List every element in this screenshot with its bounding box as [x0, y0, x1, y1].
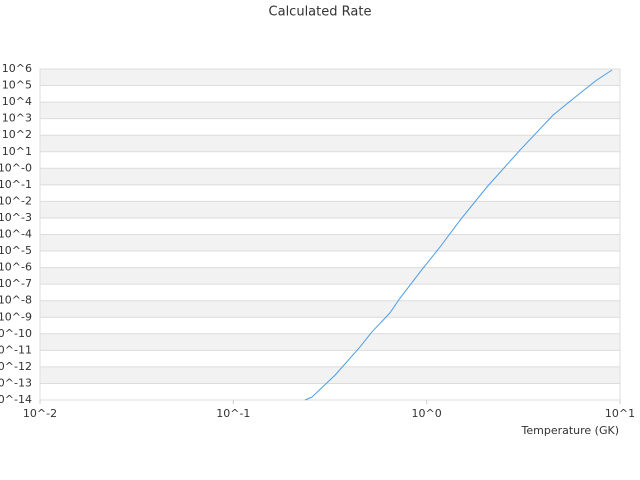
x-tick-label: 10^-1 [216, 407, 250, 420]
y-tick-label: 10^2 [2, 128, 32, 141]
y-tick-label: 10^-2 [0, 194, 32, 207]
x-axis-label: Temperature (GK) [521, 424, 620, 437]
y-tick-label: 10^3 [2, 112, 32, 125]
plot-frame [39, 68, 621, 401]
y-tick-label: 10^-0 [0, 161, 32, 174]
y-tick-label: 10^-4 [0, 228, 32, 241]
y-tick-label: 10^-12 [0, 360, 32, 373]
grid-band [40, 69, 620, 86]
y-tick-label: 10^-5 [0, 244, 32, 257]
grid-band [40, 300, 620, 318]
y-tick-label: 10^-10 [0, 327, 32, 340]
y-tick-label: 10^1 [2, 145, 32, 158]
grid-band [40, 234, 620, 252]
y-tick-label: 10^-13 [0, 376, 32, 389]
data-line [304, 69, 613, 401]
x-tick-label: 10^1 [605, 407, 635, 420]
y-tick-label: 10^-7 [0, 277, 32, 290]
x-tick-label: 10^0 [412, 407, 442, 420]
y-tick-label: 10^-14 [0, 393, 32, 406]
grid-band [40, 201, 620, 218]
y-tick-label: 10^-1 [0, 178, 32, 191]
y-tick-label: 10^-8 [0, 294, 32, 307]
grid-band [40, 366, 620, 384]
grid-band [40, 168, 620, 185]
y-tick-label: 10^6 [2, 62, 32, 75]
grid-band [40, 135, 620, 152]
y-tick-label: 10^-6 [0, 261, 32, 274]
grid-band [40, 267, 620, 285]
grid-band [40, 102, 620, 119]
chart-title: Calculated Rate [269, 5, 372, 20]
y-tick-label: 10^5 [2, 79, 32, 92]
y-tick-label: 10^-11 [0, 343, 32, 356]
x-tick-label: 10^-2 [23, 407, 57, 420]
grid-band [40, 333, 620, 351]
y-tick-label: 10^-9 [0, 310, 32, 323]
y-tick-label: 10^4 [2, 95, 32, 108]
y-tick-label: 10^-3 [0, 211, 32, 224]
